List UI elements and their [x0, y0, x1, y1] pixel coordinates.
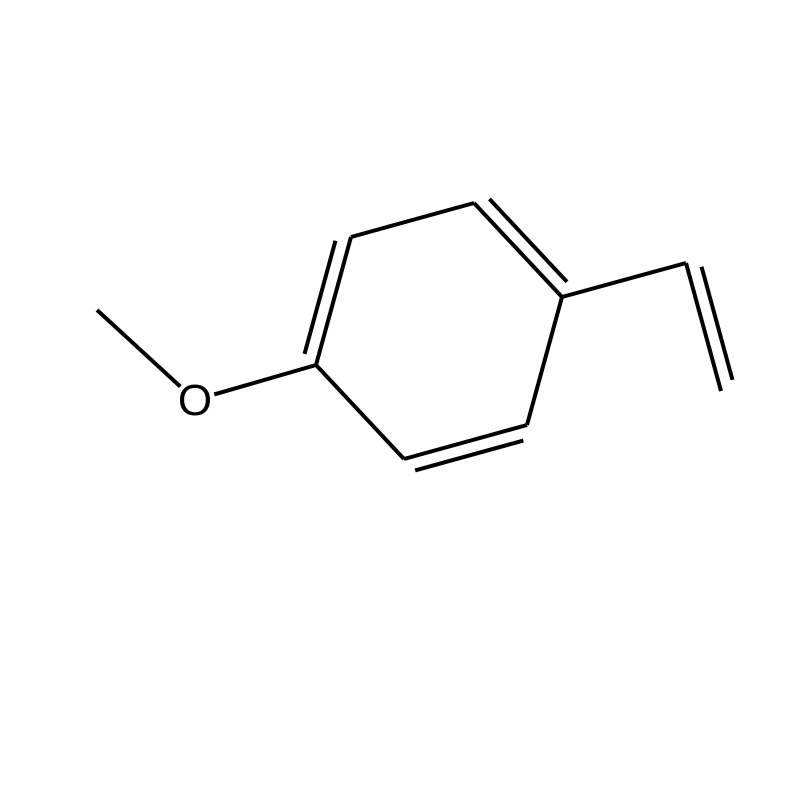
bond [404, 425, 527, 459]
bond [351, 203, 474, 237]
atom-label-O: O [178, 376, 212, 425]
bond [562, 263, 686, 297]
bond [474, 203, 562, 297]
bond [316, 237, 351, 365]
bond-inner [415, 441, 523, 471]
bond [527, 297, 562, 425]
bond [316, 365, 404, 459]
bond [97, 310, 180, 386]
bond-inner [702, 267, 733, 380]
bond [214, 365, 316, 394]
bond-inner [489, 199, 566, 282]
bond [686, 263, 721, 391]
bond-inner [305, 241, 336, 354]
molecule-diagram: O [0, 0, 800, 800]
